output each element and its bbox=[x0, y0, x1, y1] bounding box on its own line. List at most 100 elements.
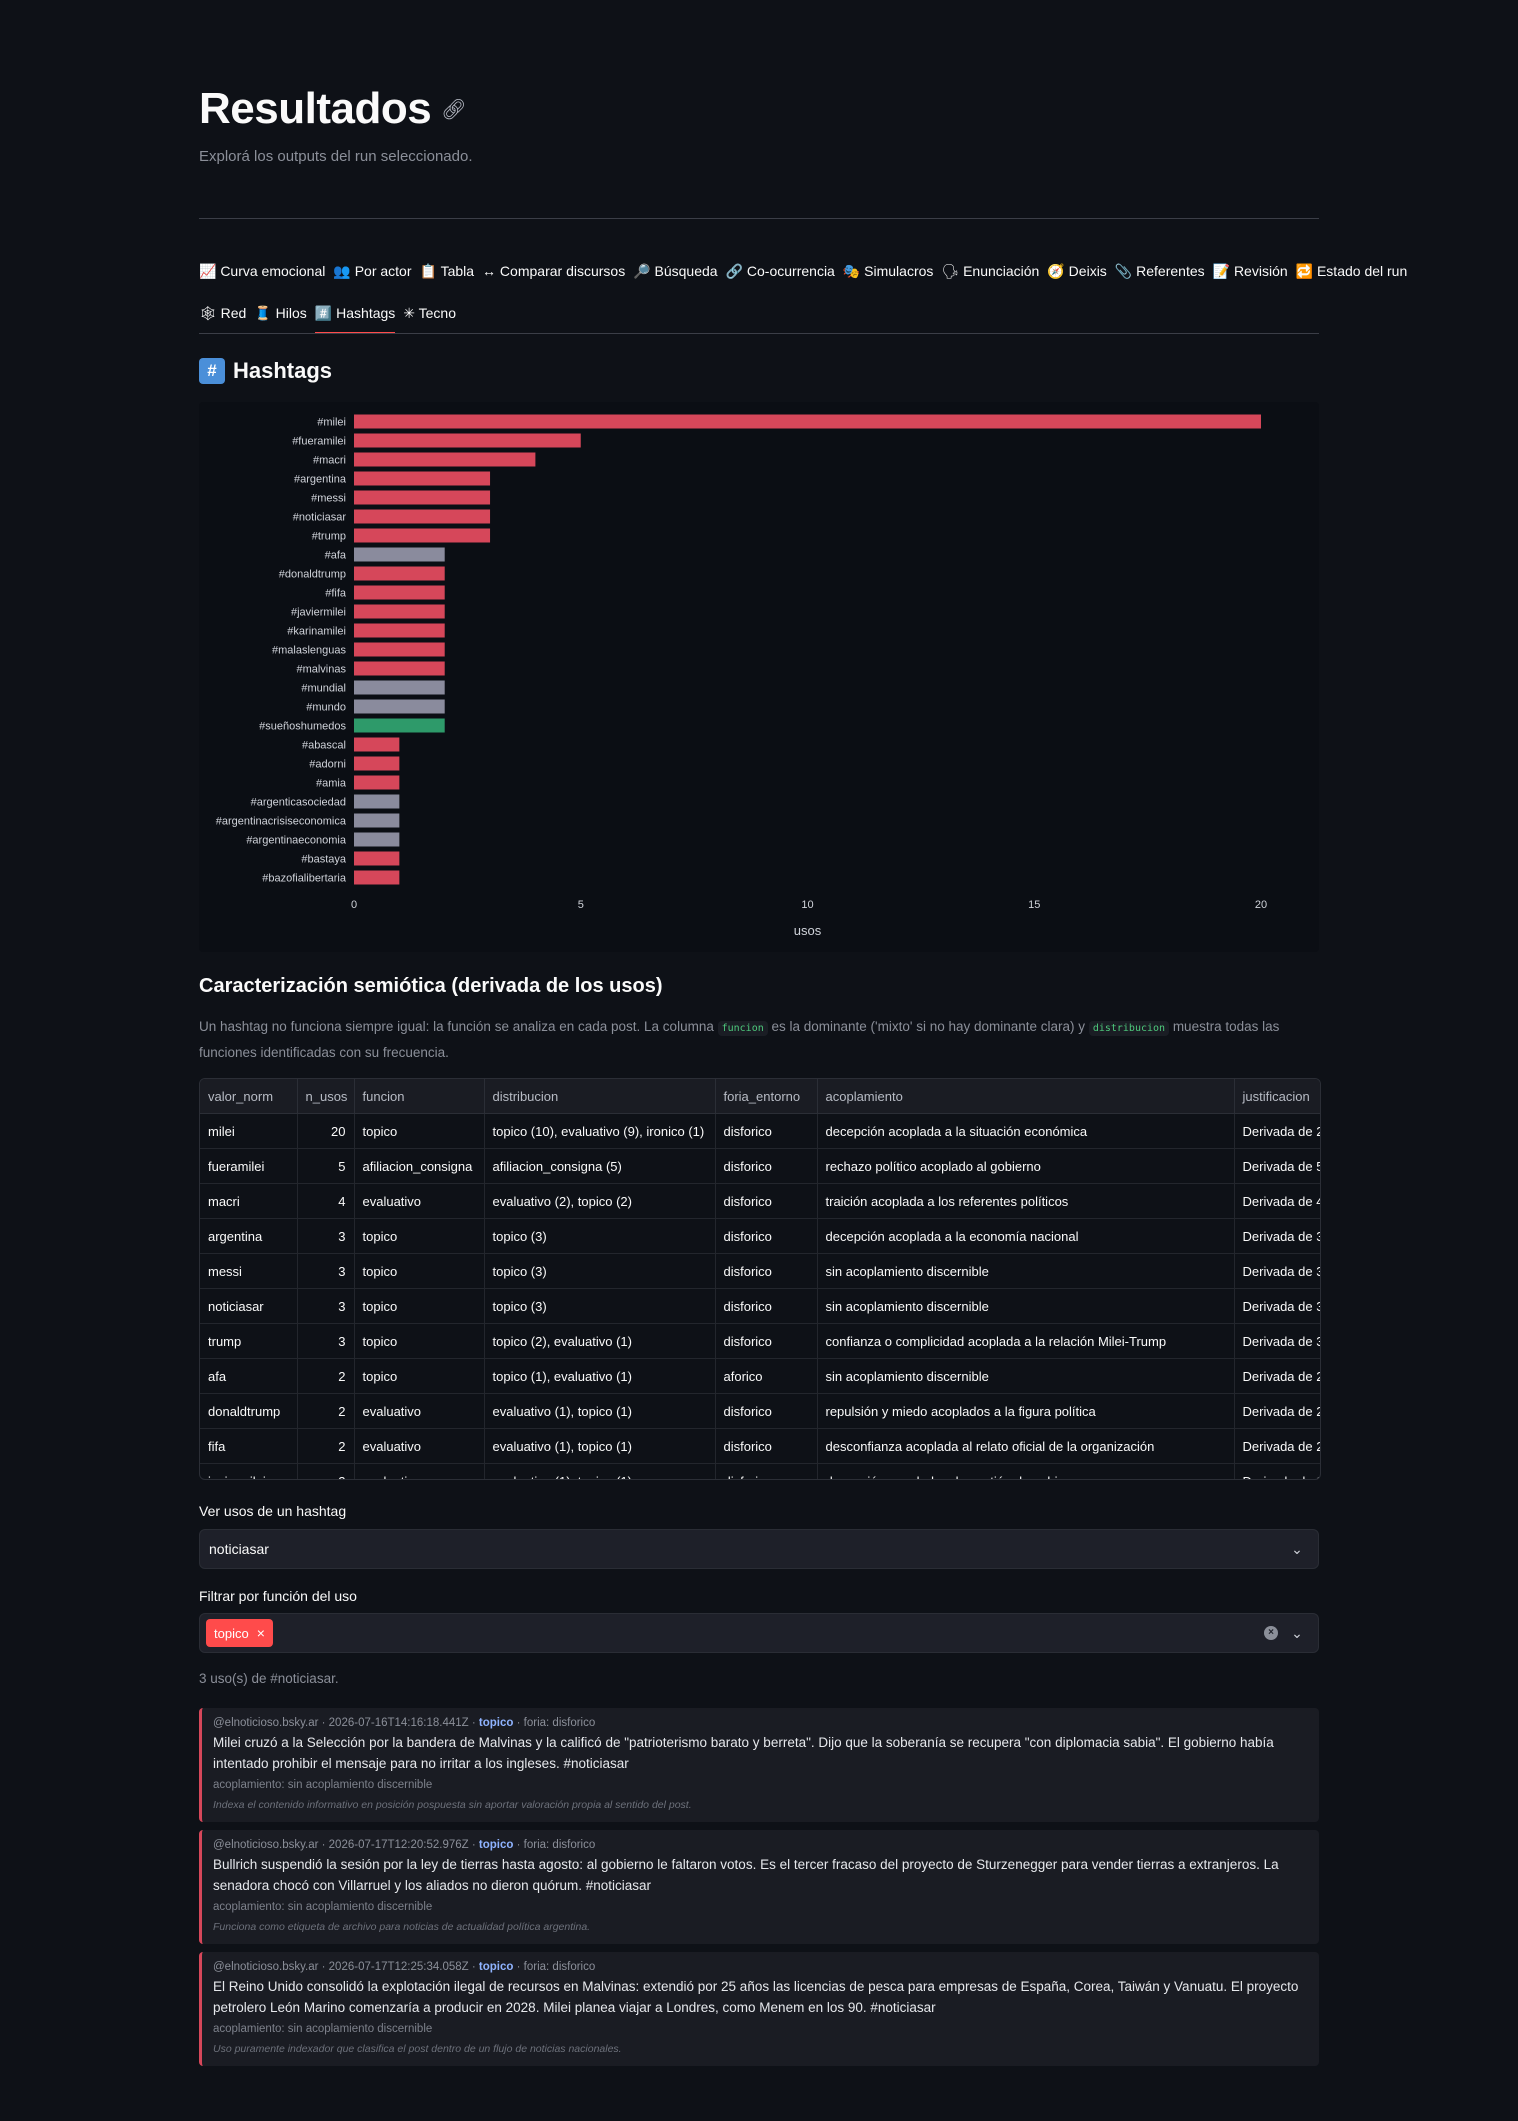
column-header-justificacion[interactable]: justificacion bbox=[1234, 1079, 1320, 1114]
bar[interactable] bbox=[354, 623, 445, 638]
bar[interactable] bbox=[354, 585, 445, 600]
table-cell: Derivada de 3 usos bbox=[1234, 1288, 1320, 1324]
tab-estado-del-run[interactable]: 🔁 Estado del run bbox=[1295, 263, 1408, 279]
link-icon[interactable]: 🔗︎ bbox=[441, 98, 467, 121]
tab-enunciacion[interactable]: 🗣 Enunciación bbox=[941, 263, 1040, 279]
tab-por-actor[interactable]: 👥 Por actor bbox=[333, 263, 412, 279]
bar[interactable] bbox=[354, 851, 400, 866]
table-cell: 2 bbox=[297, 1463, 355, 1479]
column-header-valor-norm[interactable]: valor_norm bbox=[200, 1079, 298, 1114]
table-cell: topico (1), evaluativo (1) bbox=[484, 1358, 716, 1394]
tab-deixis[interactable]: 🧭 Deixis bbox=[1047, 263, 1107, 279]
post-funcion: topico bbox=[478, 1961, 514, 1973]
bar[interactable] bbox=[354, 604, 445, 619]
bar-label: #malvinas bbox=[296, 664, 346, 676]
table-row[interactable]: messi 3 topico topico (3) disforico sin acopl… bbox=[200, 1253, 1320, 1289]
bar[interactable] bbox=[354, 813, 400, 828]
tab-tecno[interactable]: ✳ Tecno bbox=[403, 305, 457, 321]
bar-label: #abascal bbox=[302, 740, 346, 752]
clear-all-icon[interactable]: × bbox=[1264, 1626, 1278, 1640]
tab-hilos[interactable]: 🧵 Hilos bbox=[254, 305, 307, 321]
table-cell: 2 bbox=[297, 1393, 355, 1429]
tab-co-ocurrencia[interactable]: 🔗 Co-ocurrencia bbox=[725, 263, 835, 279]
tab-comparar-discursos[interactable]: ↔ Comparar discursos bbox=[482, 263, 626, 279]
funcion-filter-multiselect[interactable]: topico × × ⌄ bbox=[199, 1613, 1319, 1653]
semiotica-table[interactable]: valor_norm n_usos funcion distribucion foria… bbox=[199, 1078, 1321, 1480]
chevron-down-icon[interactable]: ⌄ bbox=[1291, 1624, 1303, 1641]
bar[interactable] bbox=[354, 737, 400, 752]
tab-simulacros[interactable]: 🎭 Simulacros bbox=[842, 263, 934, 279]
table-row[interactable]: donaldtrump 2 evaluativo evaluativo (1), to… bbox=[200, 1393, 1320, 1429]
table-cell: Derivada de 3 usos bbox=[1234, 1323, 1320, 1359]
table-row[interactable]: noticiasar 3 topico topico (3) disforico sin … bbox=[200, 1288, 1320, 1324]
table-cell: decepción acoplada a la gestión de gobie… bbox=[817, 1463, 1235, 1479]
table-cell: disforico bbox=[715, 1218, 818, 1254]
table-row[interactable]: javiermilei2evaluativoevaluativo (1), to… bbox=[200, 1463, 1320, 1479]
tab-curva-emocional[interactable]: 📈 Curva emocional bbox=[199, 263, 326, 279]
tab-referentes[interactable]: 📎 Referentes bbox=[1114, 263, 1205, 279]
column-header-funcion[interactable]: funcion bbox=[354, 1079, 485, 1114]
column-header-distribucion[interactable]: distribucion bbox=[484, 1079, 716, 1114]
table-cell: topico bbox=[354, 1288, 485, 1324]
bar[interactable] bbox=[354, 414, 1261, 429]
bar[interactable] bbox=[354, 490, 491, 505]
post-author: @elnoticioso.bsky.ar bbox=[213, 1717, 319, 1729]
divider bbox=[199, 218, 1319, 219]
table-cell: milei bbox=[200, 1113, 298, 1149]
tab-red[interactable]: 🕸 Red bbox=[199, 305, 247, 321]
table-cell: sin acoplamiento discernible bbox=[817, 1288, 1235, 1324]
post-funcion: topico bbox=[478, 1839, 514, 1851]
table-cell: topico (3) bbox=[484, 1288, 716, 1324]
table-row[interactable]: milei 20 topico topico (10), evaluativo (9)… bbox=[200, 1113, 1320, 1149]
column-header-n-usos[interactable]: n_usos bbox=[297, 1079, 355, 1114]
bar[interactable] bbox=[354, 718, 445, 733]
table-row[interactable]: fueramilei 5 afiliacion_consigna afiliacion… bbox=[200, 1148, 1320, 1184]
x-axis-label: usos bbox=[794, 923, 822, 938]
post-card: @elnoticioso.bsky.ar · 2026-07-17T12:25:… bbox=[199, 1952, 1319, 2066]
bar[interactable] bbox=[354, 699, 445, 714]
table-cell: 3 bbox=[297, 1323, 355, 1359]
hashtag-select-value: noticiasar bbox=[209, 1541, 269, 1557]
table-cell: topico bbox=[354, 1358, 485, 1394]
bar-label: #fueramilei bbox=[292, 436, 346, 448]
table-row[interactable]: macri 4 evaluativo evaluativo (2), topico (… bbox=[200, 1183, 1320, 1219]
bar[interactable] bbox=[354, 661, 445, 676]
bar-label: #adorni bbox=[309, 759, 346, 771]
bar-label: #bazofialibertaria bbox=[262, 873, 347, 885]
bar[interactable] bbox=[354, 547, 445, 562]
table-row[interactable]: fifa 2 evaluativo evaluativo (1), topico (1… bbox=[200, 1428, 1320, 1464]
bar[interactable] bbox=[354, 471, 491, 486]
remove-pill-icon[interactable]: × bbox=[256, 1625, 265, 1641]
bar[interactable] bbox=[354, 680, 445, 695]
table-cell: Derivada de 3 usos bbox=[1234, 1218, 1320, 1254]
bar[interactable] bbox=[354, 452, 536, 467]
bar[interactable] bbox=[354, 794, 400, 809]
bar[interactable] bbox=[354, 870, 400, 885]
tab-bar-border bbox=[199, 333, 1319, 334]
bar[interactable] bbox=[354, 775, 400, 790]
bar[interactable] bbox=[354, 528, 491, 543]
tab-tabla[interactable]: 📋 Tabla bbox=[419, 263, 475, 279]
post-acoplamiento: acoplamiento: sin acoplamiento discernib… bbox=[213, 1901, 433, 1913]
table-cell: fifa bbox=[200, 1428, 298, 1464]
bar[interactable] bbox=[354, 642, 445, 657]
column-header-foria-entorno[interactable]: foria_entorno bbox=[715, 1079, 818, 1114]
bar[interactable] bbox=[354, 509, 491, 524]
table-cell: evaluativo bbox=[354, 1428, 485, 1464]
column-header-acoplamiento[interactable]: acoplamiento bbox=[817, 1079, 1235, 1114]
tab-revision[interactable]: 📝 Revisión bbox=[1212, 263, 1288, 279]
table-cell: javiermilei bbox=[200, 1463, 298, 1479]
tab-hashtags[interactable]: #️⃣ Hashtags bbox=[314, 305, 396, 334]
bar[interactable] bbox=[354, 433, 581, 448]
table-row[interactable]: trump 3 topico topico (2), evaluativo (1) di… bbox=[200, 1323, 1320, 1359]
table-row[interactable]: afa 2 topico topico (1), evaluativo (1) afor… bbox=[200, 1358, 1320, 1394]
table-cell: macri bbox=[200, 1183, 298, 1219]
tab-busqueda[interactable]: 🔎 Búsqueda bbox=[633, 263, 718, 279]
bar[interactable] bbox=[354, 566, 445, 581]
table-cell: topico (2), evaluativo (1) bbox=[484, 1323, 716, 1359]
table-row[interactable]: argentina 3 topico topico (3) disforico decep… bbox=[200, 1218, 1320, 1254]
table-cell: noticiasar bbox=[200, 1288, 298, 1324]
bar[interactable] bbox=[354, 756, 400, 771]
bar[interactable] bbox=[354, 832, 400, 847]
hashtag-select[interactable]: noticiasar ⌄ bbox=[199, 1529, 1319, 1569]
